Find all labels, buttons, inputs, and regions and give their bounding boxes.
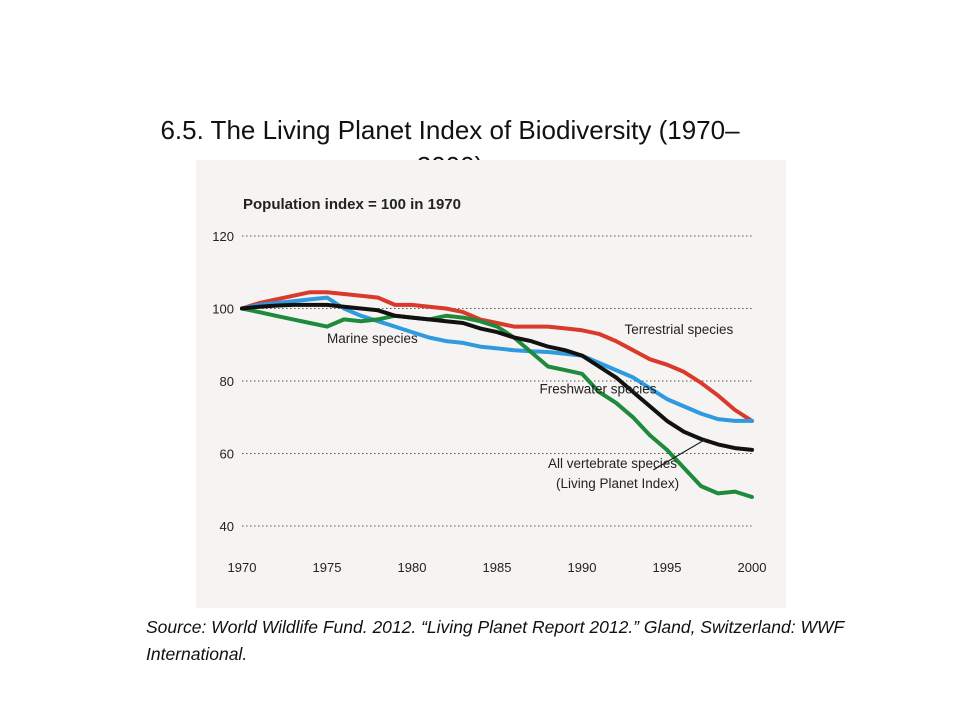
series-lines (240, 290, 754, 499)
y-tick-label: 60 (220, 447, 234, 462)
x-tick-label: 1980 (398, 560, 427, 575)
chart-panel (196, 160, 786, 608)
series-line-freshwater-species (240, 306, 754, 499)
y-tick-labels: 40 60 80 100 120 (212, 229, 234, 534)
series-label-marine-species: Marine species (327, 331, 418, 346)
x-tick-label: 1985 (483, 560, 512, 575)
series-line-all-vertebrate-species-living-planet-index (240, 302, 754, 452)
series-label-freshwater-species: Freshwater species (540, 382, 657, 397)
series-labels: Terrestrial species Marine species Freshwa… (327, 322, 734, 491)
x-tick-label: 1995 (653, 560, 682, 575)
x-tick-label: 2000 (738, 560, 767, 575)
series-line-marine-species (240, 295, 754, 423)
series-label-terrestrial-species: Terrestrial species (625, 322, 734, 337)
y-tick-label: 80 (220, 374, 234, 389)
x-tick-label: 1975 (313, 560, 342, 575)
x-tick-label: 1990 (568, 560, 597, 575)
grid-lines (242, 235, 752, 527)
y-tick-label: 40 (220, 519, 234, 534)
y-tick-label: 100 (212, 302, 234, 317)
series-line-terrestrial-species (240, 290, 754, 423)
x-tick-label: 1970 (228, 560, 257, 575)
series-label-all-vertebrate-species: All vertebrate species (548, 456, 677, 471)
label-pointer-line (653, 438, 707, 471)
source-note: Source: World Wildlife Fund. 2012. “Livi… (146, 617, 844, 664)
y-tick-label: 120 (212, 229, 234, 244)
x-tick-labels: 1970 1975 1980 1985 1990 1995 2000 (228, 560, 767, 575)
chart-title: Population index = 100 in 1970 (243, 196, 461, 213)
series-label-living-planet-index: (Living Planet Index) (556, 476, 679, 491)
